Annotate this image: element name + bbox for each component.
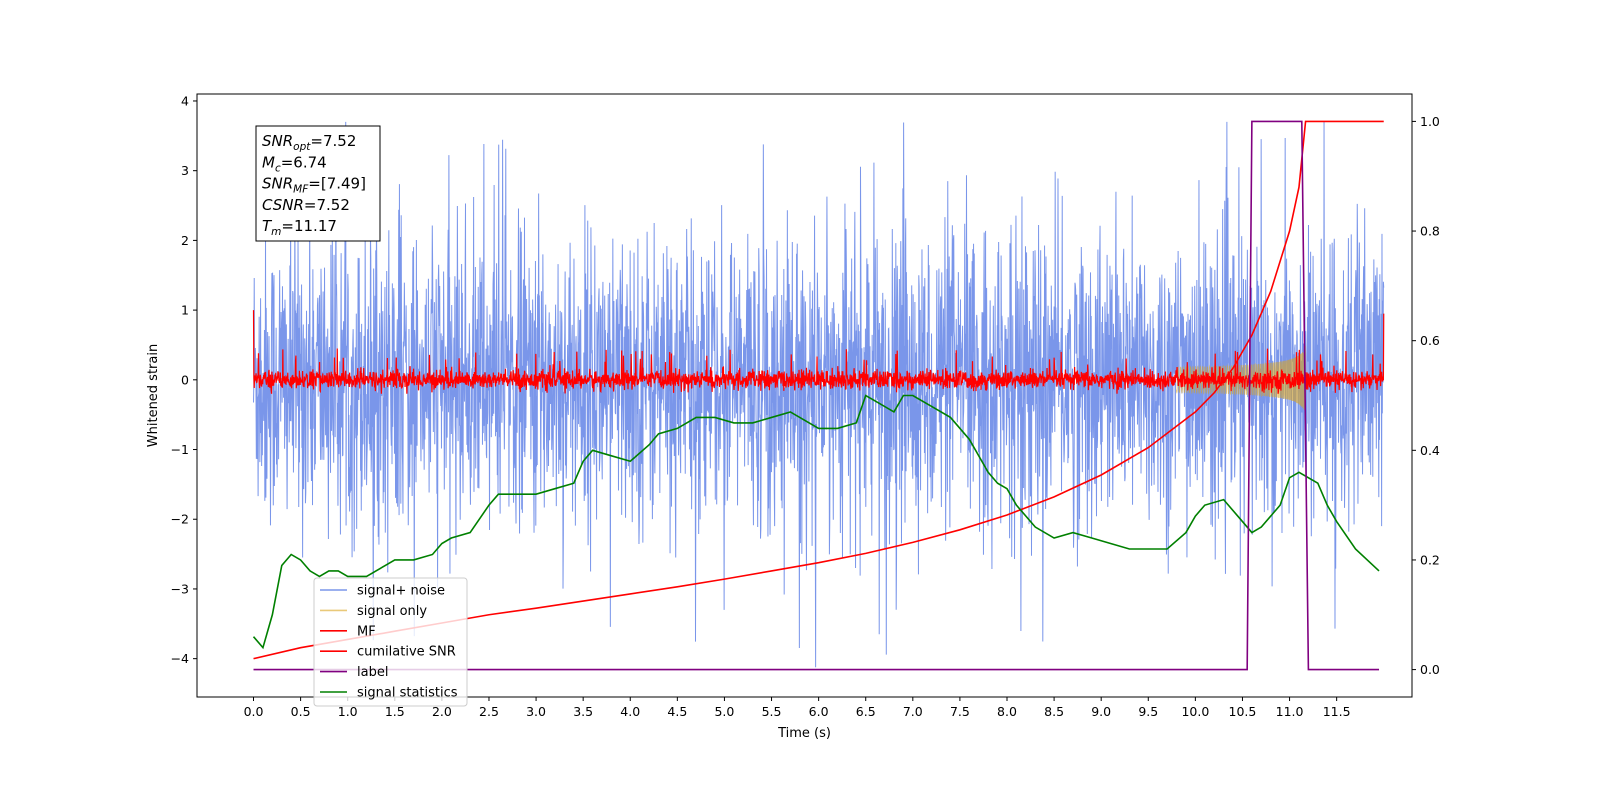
y-axis-label: Whitened strain	[146, 344, 161, 447]
annotation-line: Tm=11.17	[262, 217, 337, 238]
plot-frame	[196, 93, 1413, 698]
annotation-value: =[7.49]	[308, 175, 366, 193]
y2-tick-label: 0.0	[1420, 662, 1440, 677]
y-tick-label: −1	[171, 442, 189, 457]
x-tick-label: 3.5	[573, 704, 593, 719]
annotation-symbol: SNR	[262, 175, 293, 193]
x-tick-label: 1.0	[338, 704, 358, 719]
plot-layer	[252, 120, 1385, 671]
y-tick-label: 1	[181, 303, 189, 318]
x-tick-label: 11.5	[1323, 704, 1351, 719]
x-tick-label: 6.0	[809, 704, 829, 719]
x-tick-label: 7.5	[950, 704, 970, 719]
annotation-line: SNRopt=7.52	[262, 132, 356, 153]
annotation-symbol: SNR	[262, 132, 293, 150]
legend-label: signal+ noise	[357, 584, 445, 599]
legend-label: signal only	[357, 604, 427, 619]
x-tick-label: 8.5	[1044, 704, 1064, 719]
annotation-value: =6.74	[281, 153, 327, 171]
series-label	[253, 120, 1380, 671]
x-axis-label: Time (s)	[777, 726, 831, 741]
y-tick-label: 3	[181, 163, 189, 178]
legend-label: cumilative SNR	[357, 645, 456, 660]
x-tick-label: 9.0	[1091, 704, 1111, 719]
x-tick-label: 0.0	[244, 704, 264, 719]
x-tick-label: 8.0	[997, 704, 1017, 719]
y-tick-label: 0	[181, 372, 189, 387]
y-tick-label: 4	[181, 93, 189, 108]
series-signal-noise	[253, 121, 1385, 668]
legend: signal+ noise signal only MF cumilative SNR…	[313, 577, 468, 707]
axes-layer: 0.0 0.5 1.0 1.5 2.0 2.5 3.0 3.5 4.0 4.5 5.0 5.5 6.0 6…	[146, 93, 1440, 741]
y2-tick-label: 0.6	[1420, 333, 1440, 348]
y-tick-label: −2	[171, 512, 189, 527]
annotation-frame	[255, 125, 381, 242]
y-tick-label: 2	[181, 233, 189, 248]
annotation-value: =7.52	[310, 132, 356, 150]
x-tick-label: 10.5	[1229, 704, 1257, 719]
y2-tick-label: 0.8	[1420, 224, 1440, 239]
x-tick-label: 9.5	[1138, 704, 1158, 719]
series-signal-statistics	[252, 394, 1380, 650]
y2-tick-label: 0.4	[1420, 443, 1440, 458]
y-tick-label: −3	[171, 581, 189, 596]
annotation-line: SNRMF=[7.49]	[262, 175, 366, 196]
series-signal-only	[1176, 345, 1306, 411]
legend-label: signal statistics	[357, 686, 458, 701]
x-tick-label: 6.5	[856, 704, 876, 719]
annotation-line: Mc=6.74	[262, 153, 327, 174]
annotation-value: =7.52	[304, 196, 350, 214]
annotation-value: =11.17	[281, 217, 337, 235]
x-tick-label: 2.5	[479, 704, 499, 719]
series-mf	[252, 310, 1385, 394]
x-tick-label: 7.0	[903, 704, 923, 719]
annotation-subscript: m	[271, 226, 281, 238]
annotation-symbol: M	[262, 153, 275, 171]
annotation-line: CSNR=7.52	[262, 196, 350, 214]
annotation-box: SNRopt=7.52Mc=6.74SNRMF=[7.49]CSNR=7.52T…	[255, 125, 381, 242]
y-tick-label: −4	[171, 651, 189, 666]
legend-label: MF	[357, 624, 376, 639]
legend-label: label	[357, 665, 388, 680]
x-tick-label: 3.0	[526, 704, 546, 719]
x-tick-label: 0.5	[291, 704, 311, 719]
annotation-subscript: opt	[293, 141, 311, 153]
x-tick-label: 11.0	[1276, 704, 1304, 719]
annotation-subscript: MF	[293, 184, 309, 196]
x-tick-label: 4.0	[620, 704, 640, 719]
y2-tick-label: 1.0	[1420, 114, 1440, 129]
series-cumulative-snr	[253, 120, 1384, 660]
x-tick-label: 4.5	[667, 704, 687, 719]
annotation-symbol: CSNR	[262, 196, 304, 214]
legend-frame	[313, 577, 468, 707]
x-tick-label: 1.5	[385, 704, 405, 719]
plot-area	[252, 120, 1385, 671]
x-tick-label: 10.0	[1181, 704, 1209, 719]
annotation-symbol: T	[262, 217, 273, 235]
x-tick-label: 5.0	[714, 704, 734, 719]
x-tick-label: 5.5	[762, 704, 782, 719]
x-tick-label: 2.0	[432, 704, 452, 719]
y2-tick-label: 0.2	[1420, 552, 1440, 567]
annotation-subscript: c	[275, 162, 281, 174]
